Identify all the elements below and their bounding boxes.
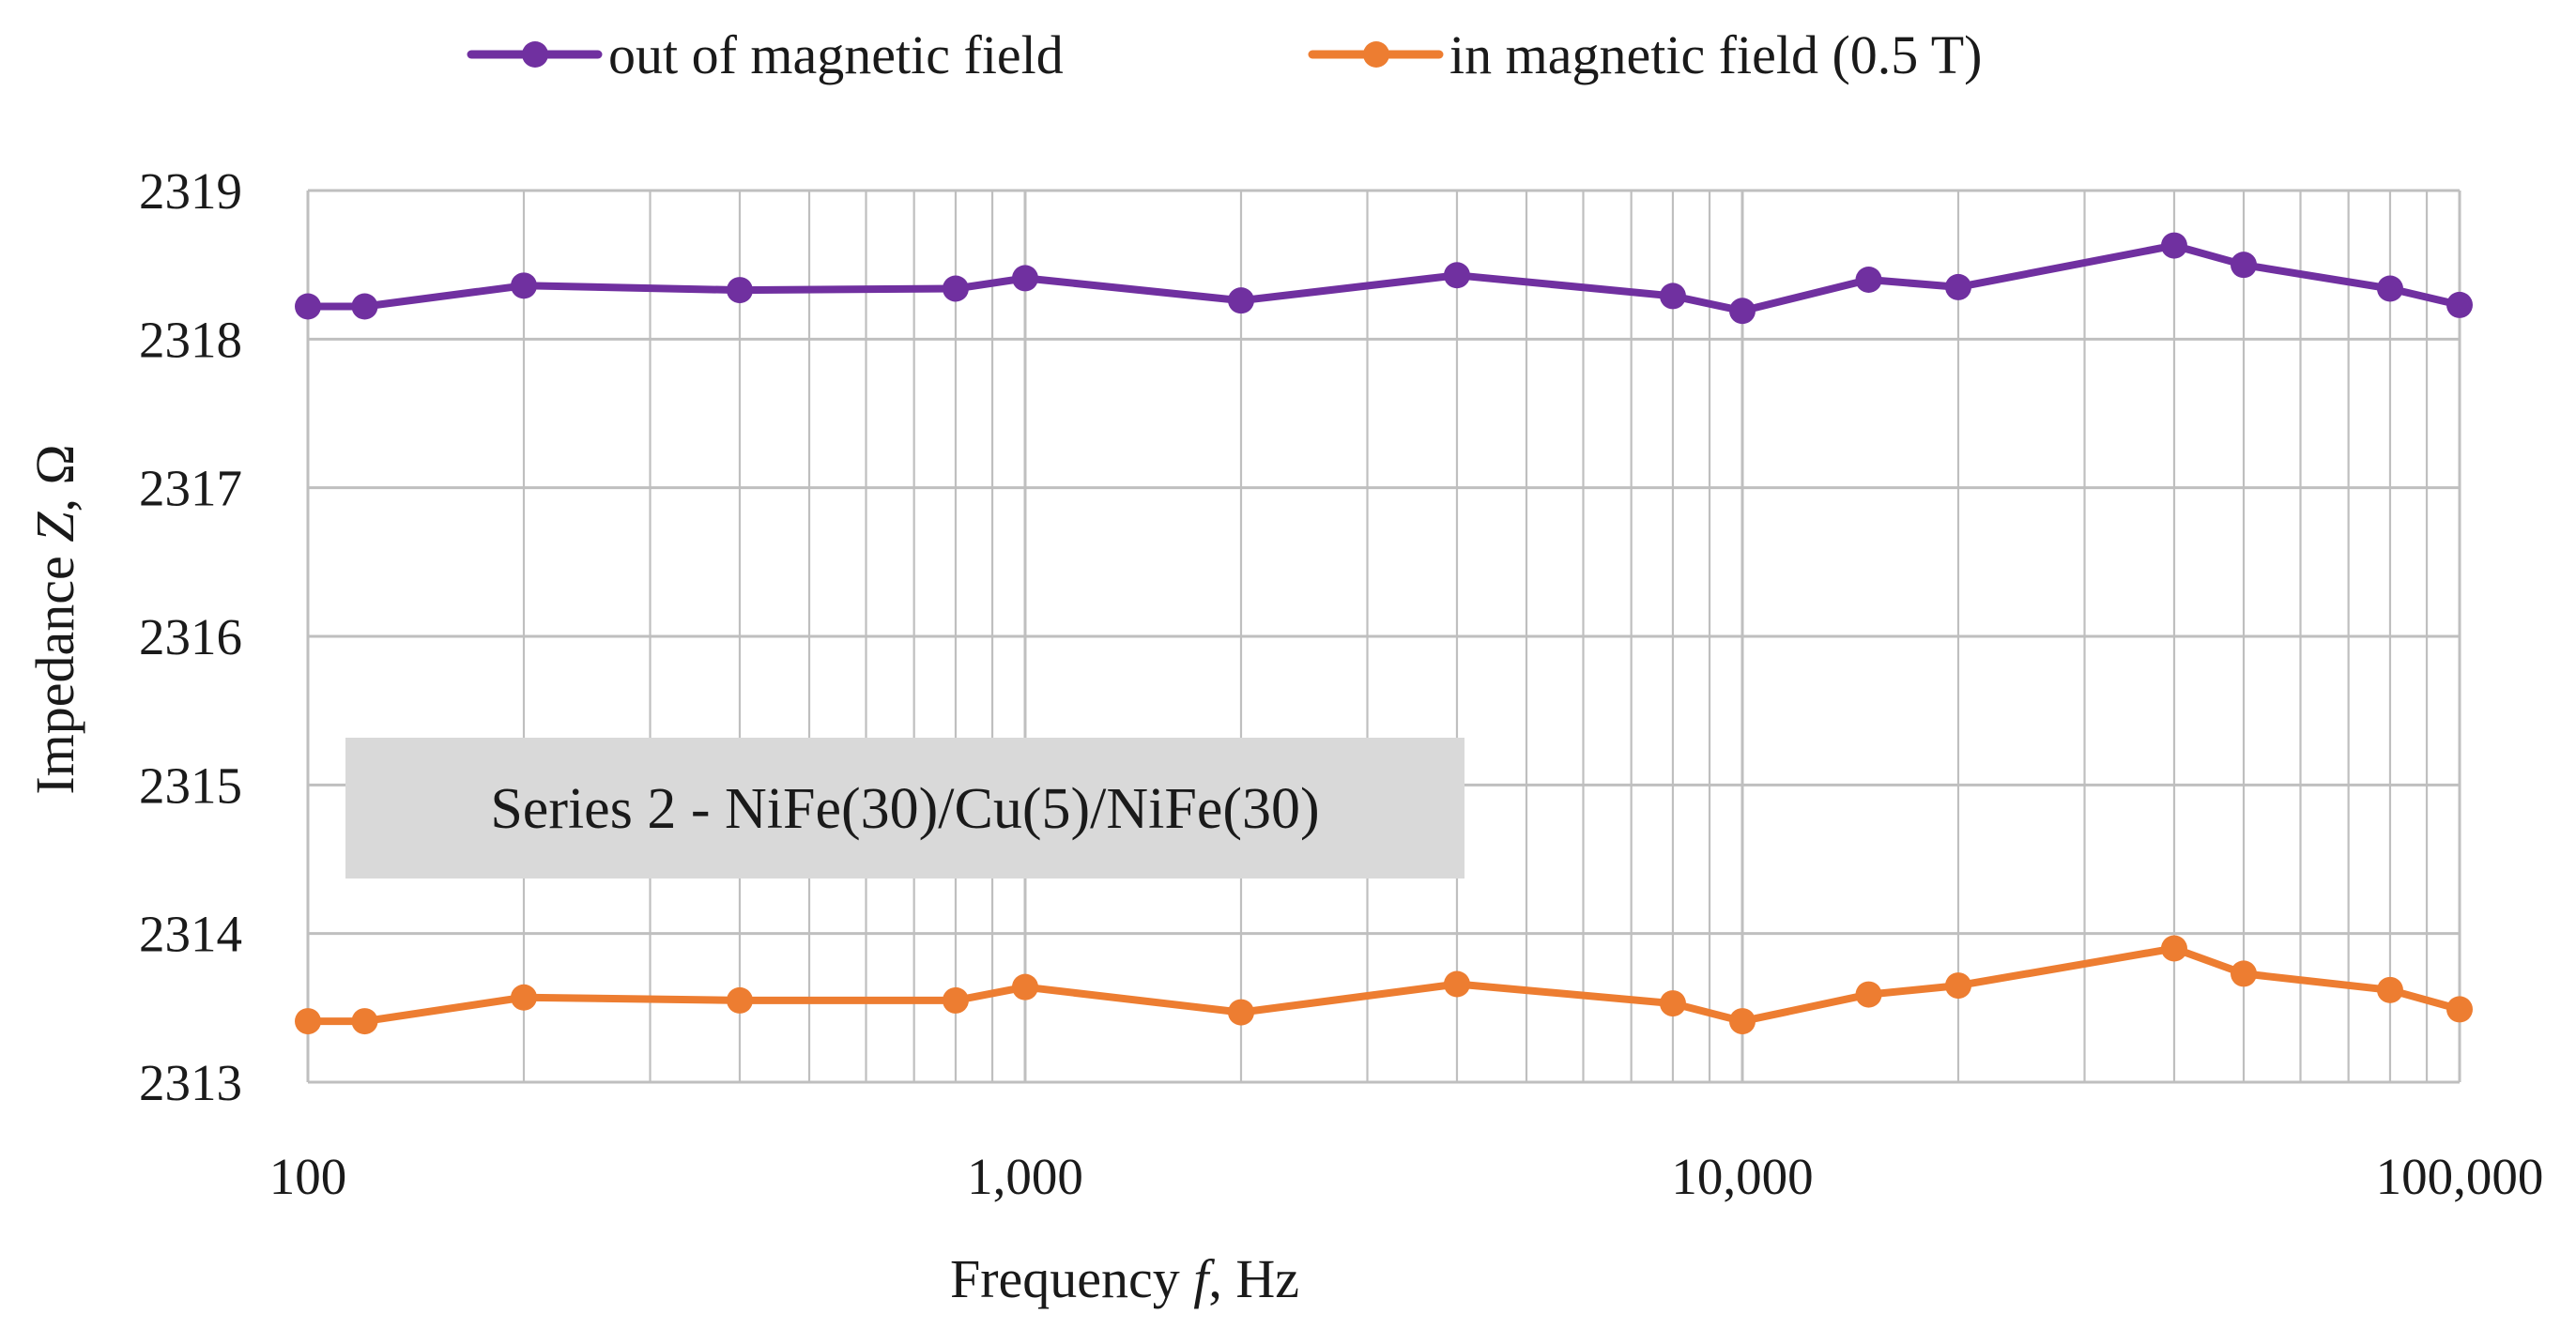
data-point [726,986,753,1014]
data-point [942,986,969,1014]
data-point [1443,262,1470,289]
data-point [2160,232,2187,259]
legend-label: out of magnetic field [608,24,1064,85]
series-0 [295,232,2473,325]
data-point [510,984,537,1011]
y-axis-title-unit: , Ω [24,444,85,512]
data-point [2376,976,2403,1003]
y-axis-title-symbol: Z [24,512,85,542]
data-point [2231,252,2258,279]
series-annotation: Series 2 - NiFe(30)/Cu(5)/NiFe(30) [345,738,1464,878]
legend-item-in-field: in magnetic field (0.5 T) [1308,24,1982,85]
axes: 2313 2314 2315 2316 2317 2318 2319 100 1,000 10,0… [139,162,2543,1205]
data-point [1659,990,1686,1017]
y-axis-title-prefix: Impedance [24,542,85,795]
series-1 [295,935,2473,1035]
data-point [295,293,321,320]
y-tick-label: 2313 [139,1054,242,1111]
data-point [2231,960,2258,987]
data-point [1729,1008,1756,1035]
series-line [308,944,2461,1026]
data-point [351,293,378,320]
y-tick-label: 2316 [139,608,242,665]
series [295,232,2473,1035]
data-point [1012,265,1038,292]
x-tick-label: 10,000 [1671,1148,1813,1205]
y-tick-label: 2314 [139,906,242,963]
data-point [2446,291,2473,318]
legend-item-out-of-field: out of magnetic field [467,24,1064,85]
grid [306,189,2461,1084]
x-axis-title-unit: , Hz [1208,1248,1299,1309]
data-point [1855,981,1882,1008]
data-point [2376,275,2403,302]
data-point [2446,996,2473,1023]
y-tick-label: 2317 [139,460,242,517]
x-tick-label: 1,000 [967,1148,1083,1205]
data-point [295,1008,321,1035]
legend-swatch-marker [1363,41,1389,68]
data-point [726,277,753,304]
annotation-box [345,738,1464,878]
data-point [351,1008,378,1035]
series-line [308,241,2461,315]
x-tick-label: 100 [269,1148,347,1205]
legend-label: in magnetic field (0.5 T) [1449,24,1982,85]
data-point [1855,267,1882,293]
data-point [1012,973,1038,1001]
y-axis-title: Impedance Z, Ω [24,444,85,794]
data-point [2160,935,2187,962]
data-point [510,272,537,299]
data-point [1227,287,1254,314]
x-axis-title: Frequency f, Hz [950,1248,1299,1309]
y-tick-label: 2319 [139,162,242,220]
data-point [1443,970,1470,998]
y-tick-label: 2318 [139,311,242,368]
data-point [1729,298,1756,325]
data-point [1227,999,1254,1026]
data-point [1659,283,1686,310]
x-tick-label: 100,000 [2376,1148,2544,1205]
data-point [942,275,969,302]
x-axis-title-prefix: Frequency [950,1248,1193,1309]
data-point [1944,273,1971,300]
y-tick-label: 2315 [139,756,242,814]
data-point [1944,972,1971,1000]
legend-swatch-marker [522,41,548,68]
annotation-text: Series 2 - NiFe(30)/Cu(5)/NiFe(30) [490,777,1319,841]
legend: out of magnetic field in magnetic field … [467,24,1982,85]
